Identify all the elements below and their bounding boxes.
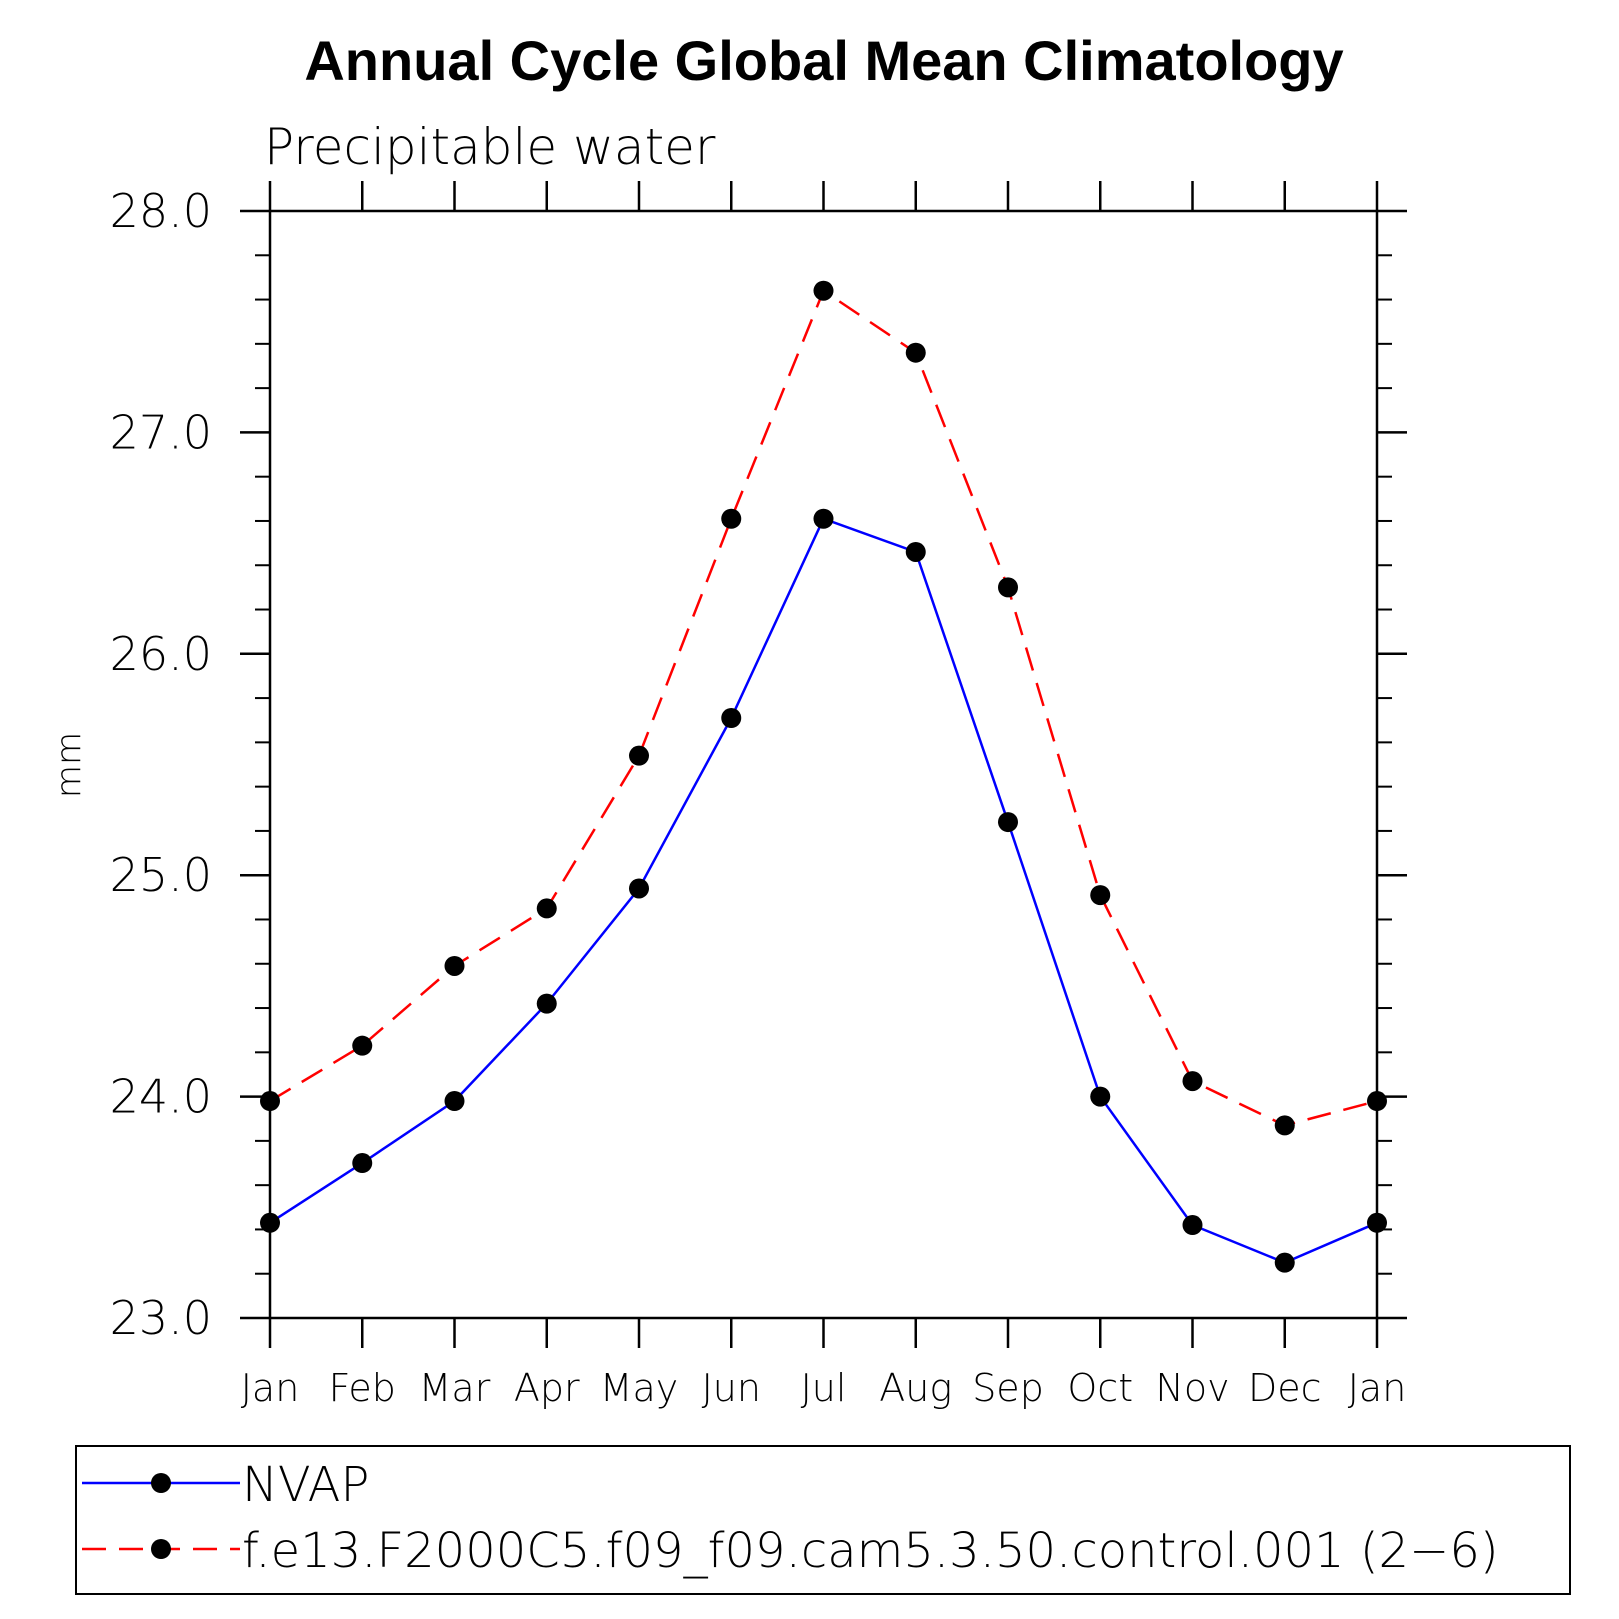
data-point [1274,1252,1295,1273]
data-point [629,745,649,766]
data-point [536,898,557,919]
data-point [1274,1115,1295,1136]
x-tick-label: Jun [702,1366,761,1410]
data-point [998,577,1018,598]
legend-label: f.e13.F2000C5.f09_f09.cam5.3.50.control.… [242,1523,1499,1579]
y-tick-label: 28.0 [110,184,212,238]
data-point [444,955,465,976]
x-tick-label: Apr [514,1366,580,1410]
x-tick-label: Jan [241,1366,300,1410]
legend-label: NVAP [242,1457,369,1513]
data-point [721,508,742,529]
data-point [905,541,926,562]
data-point [352,1035,373,1056]
legend-box [75,1445,1571,1595]
data-point [352,1153,373,1174]
data-point [1182,1215,1203,1236]
data-point [813,508,834,529]
data-point [1090,1086,1111,1107]
x-tick-label: Aug [879,1366,952,1410]
x-tick-label: Dec [1248,1366,1322,1410]
data-point [260,1091,280,1112]
x-tick-label: Jan [1348,1366,1407,1410]
data-point [721,708,742,729]
y-tick-label: 25.0 [110,848,212,902]
data-point [1367,1212,1387,1233]
legend-marker [151,1473,171,1493]
data-point [1090,885,1111,906]
data-point [629,878,649,899]
data-point [813,280,834,301]
chart-title: Annual Cycle Global Mean Climatology [304,29,1343,92]
data-point [536,993,557,1014]
y-tick-label: 24.0 [110,1070,212,1124]
x-tick-label: Mar [419,1366,491,1410]
data-point [905,342,926,363]
x-tick-label: Oct [1067,1366,1133,1410]
x-tick-label: May [600,1366,679,1410]
data-point [444,1091,465,1112]
x-tick-label: Sep [972,1366,1044,1410]
chart-subtitle: Precipitable water [264,118,716,176]
y-axis-label: mm [49,732,89,798]
y-tick-label: 27.0 [110,405,212,459]
x-tick-label: Jul [801,1366,847,1410]
data-point [260,1212,280,1233]
data-point [1367,1091,1387,1112]
x-tick-label: Nov [1155,1366,1229,1410]
y-tick-label: 26.0 [110,627,212,681]
data-point [1182,1071,1203,1092]
x-tick-label: Feb [329,1366,396,1410]
plot-area: 23.0 24.0 25.0 26.0 27.0 28.0 Jan Feb Mar Apr May J… [110,181,1407,1410]
legend-marker [151,1539,171,1559]
y-tick-label: 23.0 [110,1291,212,1345]
data-point [998,812,1018,833]
legend: NVAP f.e13.F2000C5.f09_f09.cam5.3.50.cont… [75,1445,1571,1595]
